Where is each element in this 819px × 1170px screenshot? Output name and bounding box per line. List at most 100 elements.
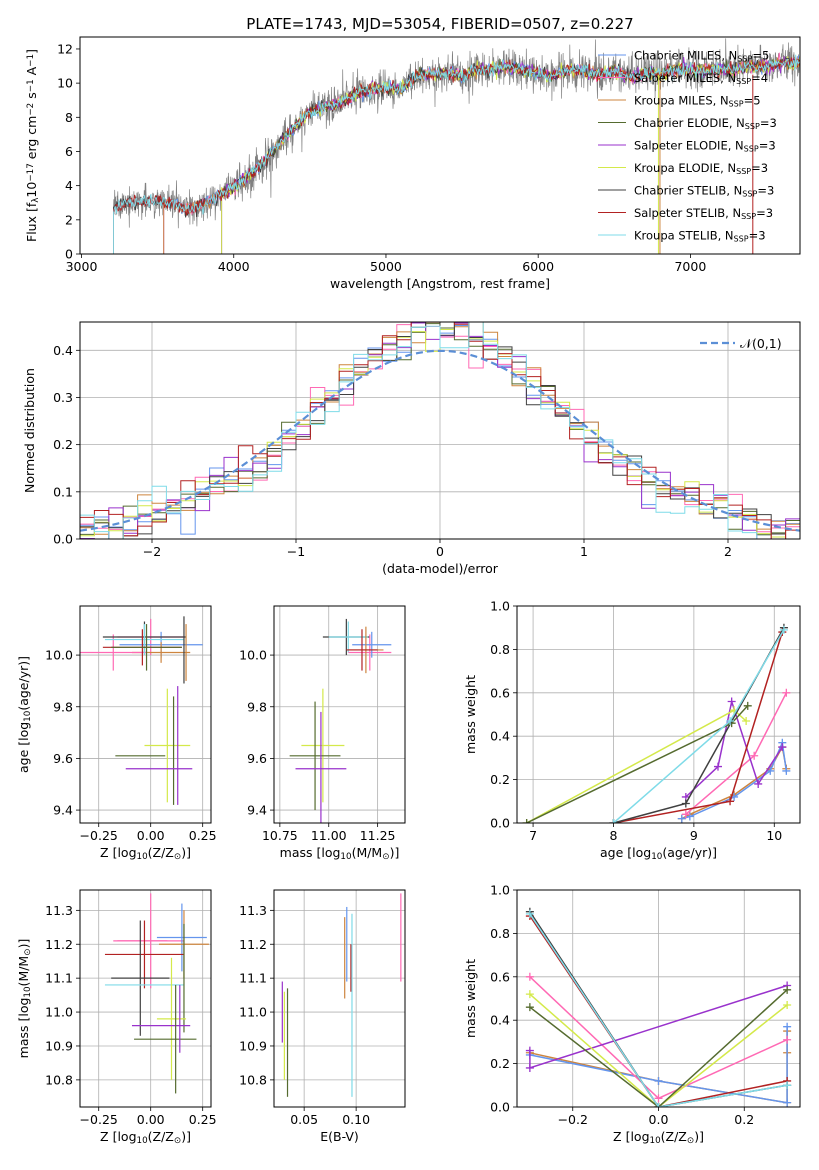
model-spectrum-1	[163, 55, 800, 254]
x-tick-label: 7	[529, 828, 537, 843]
x-tick-label: 0.25	[189, 828, 217, 843]
y-tick-label: 0.6	[490, 969, 510, 984]
plus-marker	[654, 1103, 663, 1107]
y-tick-label: 11.1	[239, 971, 267, 986]
errorbar-point-2	[156, 903, 207, 972]
plus-marker	[685, 812, 694, 821]
y-tick-label: 0.2	[490, 1056, 510, 1071]
x-axis-label: age [log10(age/yr)]	[600, 845, 717, 862]
y-tick-label: 1.0	[490, 883, 510, 898]
x-tick-label: 10	[766, 828, 782, 843]
y-axis-label: Normed distribution	[22, 368, 37, 493]
plus-marker	[783, 985, 792, 994]
plot-area-mass-vs-Z	[104, 893, 209, 1094]
model-spectrum-8	[113, 57, 800, 254]
errorbar-point-7	[301, 688, 345, 803]
legend: 𝒩(0,1)	[700, 336, 782, 351]
axes-frame	[516, 889, 801, 1108]
plus-marker	[783, 1022, 792, 1031]
x-axis-label: Z [log10(Z/Z⊙)]	[100, 1129, 191, 1146]
plus-marker	[743, 701, 752, 710]
errorbar-point-8	[289, 701, 341, 811]
x-tick-label: 0	[436, 544, 444, 559]
y-tick-label: 10.8	[45, 1072, 73, 1087]
axes-age-vs-mass: 10.75 11.00 11.25 9.4 9.6 9.8 10.0 mass [log10(…	[239, 605, 406, 862]
x-tick-label: 0.2	[734, 1112, 754, 1127]
plus-marker	[750, 751, 759, 760]
mass-weight-line-2	[529, 1026, 788, 1104]
y-tick-label: 11.2	[45, 937, 73, 952]
y-tick-label: 10.0	[45, 648, 73, 663]
x-tick-label: 7000	[674, 259, 706, 274]
plus-marker	[726, 797, 735, 806]
y-tick-label: 0.1	[53, 484, 73, 499]
axes-frame	[79, 889, 212, 1108]
y-tick-label: 0.8	[490, 926, 510, 941]
errorbar-point-6	[346, 629, 378, 671]
mass-weight-line-9	[529, 913, 788, 1107]
y-tick-label: 0.6	[490, 685, 510, 700]
plus-marker	[654, 1094, 663, 1103]
plot-area-mass-weight-vs-age	[522, 623, 791, 823]
model-spectrum-4	[221, 58, 800, 254]
y-tick-label: 0.2	[490, 772, 510, 787]
x-tick-label: −1	[287, 544, 305, 559]
model-spectrum-5	[221, 56, 800, 254]
legend-label: Salpeter STELIB, NSSP=3	[634, 206, 773, 221]
legend-label: Kroupa ELODIE, NSSP=3	[634, 161, 768, 176]
y-tick-label: 0.0	[53, 532, 73, 547]
x-axis-label: mass [log10(M/M⊙)]	[280, 845, 400, 862]
y-tick-label: 12	[57, 41, 73, 56]
legend: Chabrier MILES, NSSP=5 Salpeter MILES, NS…	[598, 49, 777, 244]
x-tick-label: 11.25	[360, 828, 396, 843]
x-tick-label: 5000	[370, 259, 402, 274]
mass-weight-line-7	[613, 631, 784, 823]
plus-marker	[754, 779, 763, 788]
chart-title: PLATE=1743, MJD=53054, FIBERID=0507, z=0…	[246, 15, 633, 33]
y-axis-label: Flux [fλ10−17 erg cm−2 s−1 A−1]	[24, 49, 41, 242]
y-axis-label: age [log10(age/yr)]	[16, 656, 33, 773]
plus-marker	[681, 810, 690, 819]
legend-label: Kroupa MILES, NSSP=5	[634, 94, 761, 109]
errorbar-point-11	[144, 688, 191, 803]
axes-residuals: −2 −1 0 1 2 0.0 0.1 0.2 0.3 0.4 (data-model)/error…	[22, 321, 801, 576]
legend-label: Kroupa STELIB, NSSP=3	[634, 229, 766, 244]
x-tick-label: 9	[690, 828, 698, 843]
y-tick-label: 11.0	[45, 1005, 73, 1020]
y-tick-label: 9.4	[247, 803, 267, 818]
mass-weight-line-7	[529, 915, 788, 1107]
y-tick-label: 10.9	[45, 1038, 73, 1053]
y-tick-label: 0.4	[490, 1013, 510, 1028]
mass-weight-line-8	[613, 627, 785, 823]
axes-spectrum: 3000 4000 5000 6000 7000 0 2 4 6 8 10 12 wavelength …	[24, 15, 801, 291]
legend-label: Chabrier MILES, NSSP=5	[634, 49, 769, 64]
plus-marker	[766, 766, 775, 775]
errorbar-point-6	[104, 624, 184, 656]
plus-marker	[778, 743, 787, 752]
plus-marker	[727, 697, 736, 706]
residual-histogram-7	[80, 322, 800, 539]
plus-marker	[525, 972, 534, 981]
y-tick-label: 0.0	[490, 816, 510, 831]
mass-weight-line-9	[613, 629, 785, 823]
errorbar-point-2	[328, 621, 368, 653]
legend-label: Chabrier STELIB, NSSP=3	[634, 184, 774, 199]
x-tick-label: −0.2	[558, 1112, 588, 1127]
y-tick-label: 0.3	[53, 390, 73, 405]
errorbar-point-8	[111, 624, 182, 671]
plus-marker	[525, 1063, 534, 1072]
model-spectrum-7	[113, 57, 800, 254]
y-tick-label: 10.8	[239, 1072, 267, 1087]
x-axis-label: wavelength [Angstrom, rest frame]	[330, 276, 550, 291]
y-tick-label: 11.1	[45, 971, 73, 986]
errorbar-point-5	[104, 920, 184, 989]
legend-label: 𝒩(0,1)	[740, 336, 782, 351]
y-axis-label: mass weight	[463, 675, 478, 754]
x-tick-label: 0.05	[290, 1112, 318, 1127]
errorbar-point-4	[80, 634, 147, 671]
plus-marker	[713, 762, 722, 771]
plus-marker	[681, 799, 690, 808]
y-tick-label: 0.4	[53, 343, 73, 358]
model-spectrum-9	[113, 54, 800, 254]
